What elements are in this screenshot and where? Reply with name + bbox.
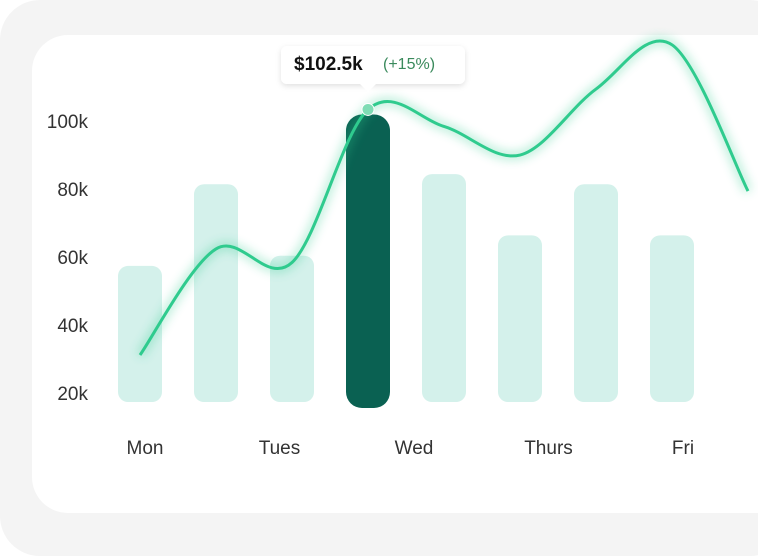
y-tick-label: 80k — [57, 180, 88, 201]
tooltip-box — [281, 46, 465, 84]
tooltip: $102.5k (+15%) — [281, 46, 465, 92]
x-tick-label: Fri — [672, 438, 694, 459]
y-tick-label: 40k — [57, 316, 88, 337]
x-tick-label: Wed — [395, 438, 434, 459]
tooltip-change: (+15%) — [383, 56, 435, 73]
bar-highlight — [346, 114, 390, 409]
bar — [574, 184, 618, 402]
x-tick-label: Thurs — [524, 438, 573, 459]
bar — [650, 235, 694, 402]
highlight-point — [361, 102, 375, 116]
y-tick-label: 60k — [57, 248, 88, 269]
bar — [194, 184, 238, 402]
tooltip-value: $102.5k — [294, 54, 363, 75]
bar — [498, 235, 542, 402]
x-tick-label: Mon — [127, 438, 164, 459]
y-tick-label: 100k — [47, 112, 89, 133]
x-tick-label: Tues — [259, 438, 301, 459]
y-tick-label: 20k — [57, 384, 88, 405]
bar — [118, 265, 162, 402]
line — [138, 39, 750, 356]
bar — [422, 174, 466, 402]
bar — [270, 255, 314, 402]
tooltip-arrow — [360, 84, 376, 92]
